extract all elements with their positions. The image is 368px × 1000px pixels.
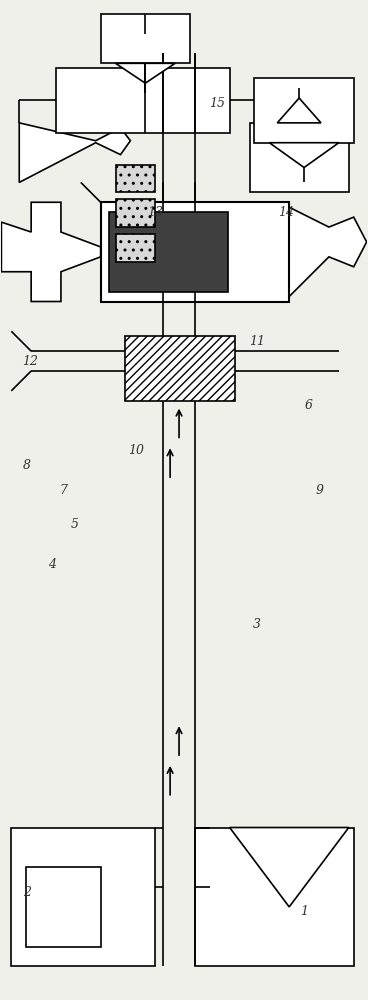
Bar bbox=[254, 78, 354, 143]
Text: 13: 13 bbox=[147, 206, 163, 219]
Bar bbox=[195, 828, 354, 966]
Bar bbox=[56, 68, 230, 133]
Text: 11: 11 bbox=[249, 335, 265, 348]
Polygon shape bbox=[116, 63, 175, 83]
Text: 2: 2 bbox=[23, 886, 31, 899]
Text: 15: 15 bbox=[209, 97, 225, 110]
Polygon shape bbox=[289, 207, 367, 297]
Bar bbox=[26, 867, 100, 947]
Bar bbox=[116, 199, 155, 227]
Text: 4: 4 bbox=[49, 558, 57, 571]
Text: 6: 6 bbox=[304, 399, 312, 412]
Bar bbox=[125, 336, 235, 401]
Text: 1: 1 bbox=[301, 905, 308, 918]
Bar bbox=[100, 14, 190, 63]
Polygon shape bbox=[269, 143, 339, 168]
Polygon shape bbox=[1, 202, 100, 302]
Text: 9: 9 bbox=[315, 484, 323, 497]
Bar bbox=[100, 202, 289, 302]
Text: 3: 3 bbox=[253, 618, 261, 631]
Text: 12: 12 bbox=[22, 355, 39, 368]
Polygon shape bbox=[230, 828, 349, 907]
Text: 5: 5 bbox=[70, 518, 78, 531]
Bar bbox=[109, 212, 228, 292]
Text: 14: 14 bbox=[278, 206, 294, 219]
Text: 7: 7 bbox=[60, 484, 67, 497]
Polygon shape bbox=[19, 123, 130, 182]
Bar bbox=[11, 828, 155, 966]
Bar bbox=[116, 234, 155, 262]
Polygon shape bbox=[277, 98, 321, 123]
Bar bbox=[250, 123, 349, 192]
Text: 10: 10 bbox=[128, 444, 145, 457]
Bar bbox=[116, 165, 155, 192]
Text: 8: 8 bbox=[23, 459, 31, 472]
